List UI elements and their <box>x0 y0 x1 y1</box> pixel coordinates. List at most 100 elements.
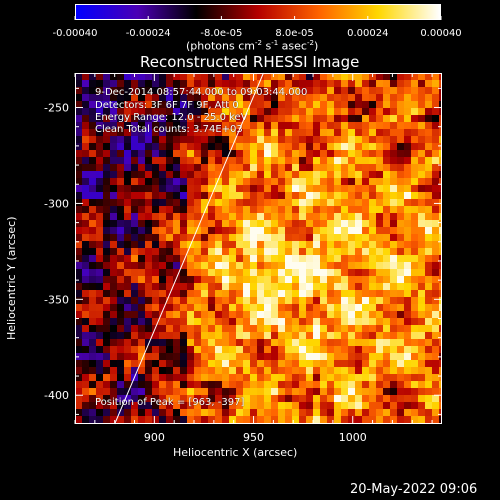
image-pixel <box>369 248 376 255</box>
image-pixel <box>390 234 397 241</box>
image-pixel <box>376 325 383 332</box>
image-pixel <box>264 416 271 423</box>
image-pixel <box>313 297 320 304</box>
image-pixel <box>187 206 194 213</box>
image-pixel <box>208 171 215 178</box>
image-pixel <box>369 395 376 402</box>
image-pixel <box>173 87 180 94</box>
image-pixel <box>425 241 432 248</box>
image-pixel <box>299 318 306 325</box>
image-pixel <box>166 276 173 283</box>
image-pixel <box>222 94 229 101</box>
image-pixel <box>334 143 341 150</box>
image-pixel <box>138 255 145 262</box>
image-pixel <box>96 87 103 94</box>
image-pixel <box>376 234 383 241</box>
image-pixel <box>117 234 124 241</box>
image-pixel <box>341 388 348 395</box>
image-pixel <box>194 318 201 325</box>
image-pixel <box>152 360 159 367</box>
image-pixel <box>124 171 131 178</box>
image-pixel <box>348 108 355 115</box>
image-pixel <box>292 87 299 94</box>
image-pixel <box>222 269 229 276</box>
image-pixel <box>313 283 320 290</box>
image-pixel <box>299 108 306 115</box>
image-pixel <box>159 115 166 122</box>
image-pixel <box>278 199 285 206</box>
image-pixel <box>271 241 278 248</box>
image-pixel <box>439 395 442 402</box>
image-pixel <box>236 157 243 164</box>
image-pixel <box>194 115 201 122</box>
image-pixel <box>313 388 320 395</box>
image-pixel <box>348 150 355 157</box>
image-pixel <box>355 136 362 143</box>
image-pixel <box>152 73 159 80</box>
image-pixel <box>229 136 236 143</box>
image-pixel <box>194 185 201 192</box>
image-pixel <box>425 143 432 150</box>
image-pixel <box>362 381 369 388</box>
image-pixel <box>250 164 257 171</box>
image-pixel <box>180 311 187 318</box>
image-pixel <box>201 206 208 213</box>
image-pixel <box>124 248 131 255</box>
image-pixel <box>222 360 229 367</box>
image-pixel <box>145 332 152 339</box>
image-pixel <box>383 297 390 304</box>
image-pixel <box>327 311 334 318</box>
image-pixel <box>159 402 166 409</box>
image-pixel <box>306 234 313 241</box>
image-pixel <box>383 360 390 367</box>
image-pixel <box>383 157 390 164</box>
image-pixel <box>292 255 299 262</box>
image-pixel <box>425 360 432 367</box>
image-pixel <box>117 220 124 227</box>
image-pixel <box>292 192 299 199</box>
image-pixel <box>313 416 320 423</box>
image-pixel <box>257 367 264 374</box>
image-pixel <box>404 262 411 269</box>
image-pixel <box>187 402 194 409</box>
image-pixel <box>299 234 306 241</box>
image-pixel <box>159 409 166 416</box>
image-pixel <box>180 192 187 199</box>
image-pixel <box>418 129 425 136</box>
image-pixel <box>411 346 418 353</box>
image-pixel <box>229 108 236 115</box>
image-pixel <box>432 255 439 262</box>
image-pixel <box>96 381 103 388</box>
image-pixel <box>201 227 208 234</box>
image-pixel <box>348 395 355 402</box>
image-pixel <box>278 220 285 227</box>
image-pixel <box>383 346 390 353</box>
image-pixel <box>390 80 397 87</box>
annotation-peak: Position of Peak = [963, -397] <box>95 397 245 408</box>
image-pixel <box>439 297 442 304</box>
image-pixel <box>124 101 131 108</box>
image-pixel <box>138 213 145 220</box>
image-pixel <box>117 353 124 360</box>
image-pixel <box>278 185 285 192</box>
image-pixel <box>278 388 285 395</box>
image-pixel <box>138 311 145 318</box>
image-pixel <box>341 297 348 304</box>
image-pixel <box>166 381 173 388</box>
image-pixel <box>201 276 208 283</box>
image-pixel <box>418 388 425 395</box>
image-pixel <box>362 178 369 185</box>
image-pixel <box>110 115 117 122</box>
image-pixel <box>425 262 432 269</box>
image-pixel <box>264 129 271 136</box>
image-pixel <box>411 241 418 248</box>
image-pixel <box>173 157 180 164</box>
image-pixel <box>418 381 425 388</box>
image-pixel <box>369 164 376 171</box>
image-pixel <box>152 220 159 227</box>
image-pixel <box>145 80 152 87</box>
image-pixel <box>313 241 320 248</box>
image-pixel <box>306 304 313 311</box>
image-pixel <box>299 73 306 80</box>
image-pixel <box>341 115 348 122</box>
